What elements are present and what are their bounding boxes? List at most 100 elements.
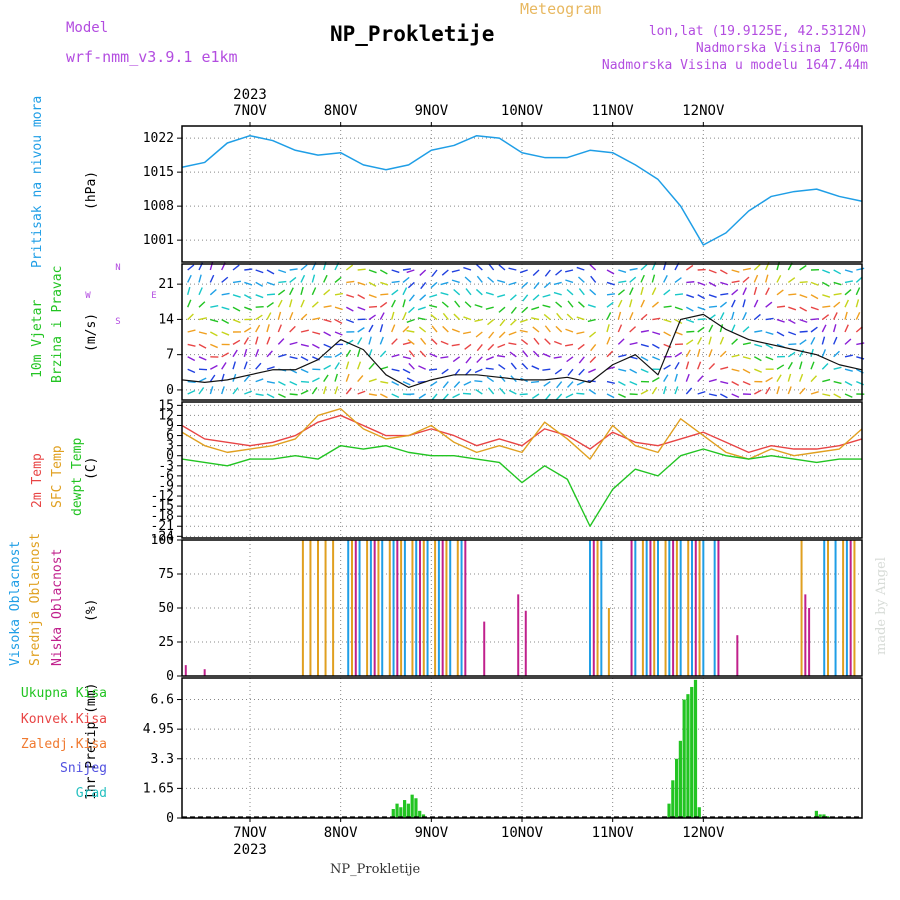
wind-arrow <box>402 268 412 271</box>
y-tick-label: 12 <box>158 408 174 423</box>
wind-arrow <box>730 311 735 320</box>
wind-arrow <box>543 313 551 321</box>
wind-arrow <box>764 274 769 283</box>
wind-arrow <box>674 373 678 382</box>
wind-arrow <box>508 342 517 346</box>
wind-arrow <box>430 338 438 345</box>
wind-arrow <box>844 393 853 398</box>
wind-arrow <box>243 337 250 345</box>
wind-arrow <box>453 381 461 388</box>
precip-bar <box>693 679 698 818</box>
wind-arrow <box>289 276 297 283</box>
wind-arrow <box>686 318 695 323</box>
wind-arrow <box>553 340 562 346</box>
wind-arrow <box>198 287 203 296</box>
wind-arrow <box>556 381 563 389</box>
wind-arrow <box>810 336 816 345</box>
wind-arrow <box>799 349 805 358</box>
wind-arrow <box>391 269 400 274</box>
wind-arrow <box>532 350 540 358</box>
wind-arrow <box>553 281 562 286</box>
wind-arrow <box>300 380 310 383</box>
wind-arrow <box>697 361 702 370</box>
wind-arrow <box>254 336 259 345</box>
wind-arrow <box>508 281 517 286</box>
precip-bar <box>690 686 694 818</box>
wind-arrow <box>810 391 819 395</box>
wind-arrow <box>402 276 410 283</box>
wind-arrow <box>663 305 672 308</box>
wind-arrow <box>300 368 309 374</box>
wind-arrow <box>334 331 343 336</box>
wind-arrow <box>685 373 690 382</box>
wind-arrow <box>720 366 729 370</box>
wind-arrow <box>844 311 848 320</box>
wind-arrow <box>685 339 694 345</box>
wind-arrow <box>640 343 649 348</box>
wind-arrow <box>606 324 610 333</box>
y-tick-label: 0 <box>166 383 174 398</box>
wind-arrow <box>311 387 318 395</box>
wind-arrow <box>277 289 286 296</box>
compass-north: N <box>115 263 120 273</box>
wind-arrow <box>485 291 494 296</box>
wind-arrow <box>542 368 551 371</box>
wind-arrow <box>685 349 691 358</box>
wind-arrow <box>617 299 623 308</box>
wind-arrow <box>577 343 585 350</box>
wind-arrow <box>300 313 308 321</box>
legend-total-rain: Ukupna Kisa <box>20 686 107 701</box>
wind-arrow <box>651 274 656 283</box>
y-tick-label: -24 <box>151 529 175 544</box>
wind-arrow <box>255 378 264 383</box>
wind-arrow <box>742 356 751 360</box>
wind-arrow <box>731 368 740 372</box>
wind-arrow <box>187 313 194 321</box>
wind-arrow <box>697 318 706 321</box>
wind-arrow <box>266 380 275 384</box>
wind-arrow <box>544 338 551 345</box>
wind-arrow <box>640 368 649 373</box>
wind-arrow <box>255 324 261 333</box>
wind-arrow <box>674 361 680 370</box>
wind-arrow <box>323 343 332 349</box>
wind-arrow <box>544 269 551 277</box>
wind-arrow <box>530 380 540 384</box>
y-tick-label: 0 <box>166 811 174 826</box>
wind-arrow <box>810 326 818 333</box>
wind-arrow <box>402 356 411 360</box>
wind-arrow <box>454 300 461 308</box>
wind-arrow <box>323 374 329 382</box>
wind-arrow <box>380 281 389 286</box>
wind-arrow <box>833 292 842 296</box>
wind-arrow <box>497 294 506 298</box>
footer-station: NP_Prokletije <box>330 862 421 877</box>
wind-arrow <box>232 280 242 284</box>
wind-arrow <box>510 319 517 326</box>
wind-arrow <box>464 368 472 376</box>
wind-arrow <box>719 312 725 320</box>
wind-arrow <box>408 306 415 314</box>
wind-arrow <box>198 387 205 395</box>
wind-arrow <box>187 264 195 271</box>
wind-arrow <box>312 317 321 321</box>
wind-arrow <box>776 331 785 337</box>
wind-arrow <box>244 390 253 395</box>
wind-arrow <box>776 305 786 308</box>
wind-arrow <box>357 361 362 370</box>
wind-arrow <box>210 331 218 337</box>
wind-arrow <box>731 280 740 284</box>
wind-arrow <box>420 281 427 290</box>
wind-arrow <box>474 304 483 308</box>
wind-arrow <box>542 294 551 298</box>
wind-arrow <box>391 354 400 358</box>
wind-arrow <box>578 368 585 376</box>
wind-arrow <box>742 287 747 296</box>
wind-arrow <box>833 281 842 286</box>
wind-arrow <box>391 324 396 333</box>
wind-arrow <box>589 263 597 271</box>
wind-arrow <box>810 294 819 300</box>
wind-arrow <box>544 393 551 401</box>
wind-arrow <box>232 264 240 271</box>
wind-arrow <box>406 318 415 323</box>
